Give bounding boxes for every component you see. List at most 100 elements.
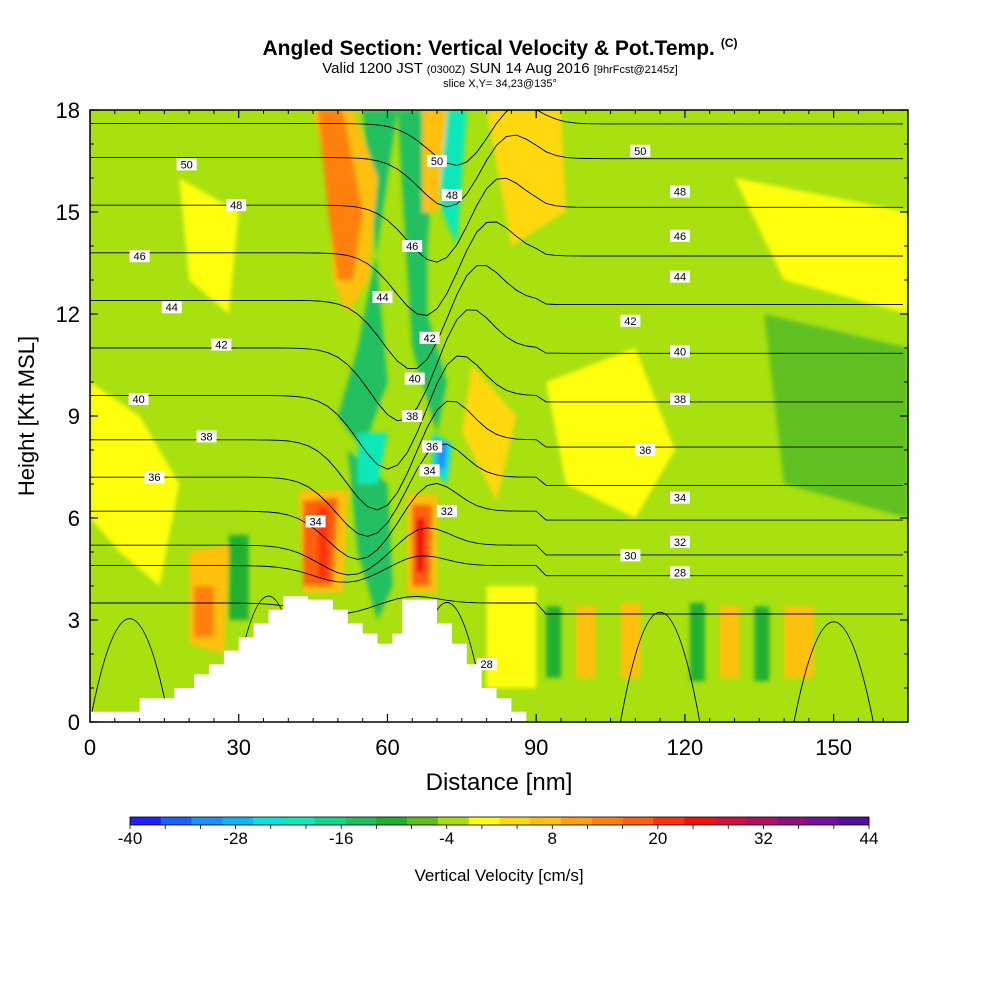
contour-label: 46 (133, 251, 145, 263)
colorbar-swatch (314, 817, 346, 825)
colorbar-swatch (715, 817, 747, 825)
contour-label-bg (441, 189, 462, 201)
y-tick-label: 3 (68, 608, 80, 633)
chart-title: Angled Section: Vertical Velocity & Pot.… (0, 36, 1000, 61)
contour-label-bg (635, 444, 656, 456)
velocity-field-region-28 (575, 606, 596, 678)
valid-time: Valid 1200 JST (322, 60, 423, 77)
contour-label: 30 (624, 550, 636, 562)
colorbar-swatch (376, 817, 408, 825)
x-tick-label: 150 (815, 735, 852, 760)
contour-label-bg (129, 250, 150, 263)
pot-temp-contour (90, 221, 903, 316)
contour-label: 34 (309, 516, 321, 528)
valid-date: SUN 14 Aug 2016 (469, 60, 590, 77)
contour-label: 36 (426, 442, 438, 454)
velocity-field-region-26 (689, 603, 705, 682)
pot-temp-contour (90, 555, 903, 583)
contour-label: 42 (423, 333, 435, 345)
y-axis-label: Height [Kft MSL] (14, 336, 39, 496)
contour-label: 50 (634, 146, 646, 158)
x-axis-label: Distance [nm] (426, 769, 573, 796)
contour-label-bg (419, 464, 440, 477)
colorbar-tick-label: 44 (860, 829, 879, 848)
velocity-field-region-7 (397, 110, 447, 433)
contour-label-bg (670, 185, 690, 198)
contour-label: 36 (148, 472, 160, 484)
y-tick-label: 9 (68, 404, 80, 429)
contour-label-bg (422, 440, 443, 453)
contour-label: 48 (446, 190, 458, 202)
colorbar: -40 -28 -16 -4 8 20 32 44 (118, 816, 879, 848)
contour-label-bg (670, 535, 690, 548)
contour-label-bg (670, 270, 690, 283)
colorbar-swatch (499, 817, 531, 825)
colorbar-swatch (222, 817, 254, 825)
colorbar-swatch (807, 817, 839, 825)
colorbar-swatch (591, 817, 623, 825)
chart-title-main: Angled Section: Vertical Velocity & Pot.… (262, 37, 715, 60)
contour-label-bg (161, 301, 182, 314)
x-tick-label: 120 (667, 735, 704, 760)
contour-label: 46 (406, 241, 418, 253)
colorbar-swatch (561, 817, 593, 825)
velocity-field-region-18 (318, 110, 363, 280)
contour-label: 28 (480, 659, 492, 671)
colorbar-swatch (653, 817, 685, 825)
contour-label-bg (670, 491, 690, 504)
contour-label-bg (144, 471, 165, 484)
contour-label: 38 (674, 394, 686, 406)
velocity-field-region-29 (620, 603, 641, 678)
colorbar-swatch (437, 817, 470, 825)
contour-label-bg (476, 658, 497, 671)
contour-label-bg (620, 549, 641, 562)
velocity-field-region-23 (416, 518, 426, 573)
velocity-field-region-1 (179, 178, 239, 314)
pot-temp-contour (620, 611, 701, 722)
colorbar-frame (129, 816, 870, 826)
x-tick-label: 60 (375, 735, 399, 760)
velocity-field-region-19 (194, 586, 214, 637)
colorbar-tick-label: 20 (648, 829, 667, 848)
contour-label: 34 (423, 465, 435, 477)
contour-label-bg (372, 291, 393, 303)
contour-label: 42 (624, 316, 636, 328)
velocity-field-region-6 (337, 110, 398, 450)
contour-label-bg (176, 158, 197, 171)
contour-label-bg (620, 314, 641, 327)
copyright-mark: (C) (720, 36, 738, 50)
contour-label: 40 (132, 394, 144, 406)
pot-temp-contour (90, 482, 903, 560)
y-tick-label: 0 (68, 710, 80, 735)
contour-label: 38 (406, 411, 418, 423)
y-tick-label: 18 (56, 98, 80, 123)
colorbar-tick-label: 32 (754, 829, 773, 848)
terrain-mask (90, 596, 527, 722)
velocity-field-region-0 (90, 382, 180, 586)
pot-temp-contour (793, 621, 874, 722)
contour-label-bg (670, 566, 690, 579)
colorbar-swatch (622, 817, 654, 825)
colorbar-swatch (838, 817, 870, 825)
contour-label: 32 (441, 506, 453, 518)
contour-label: 44 (166, 302, 178, 314)
contour-label: 32 (674, 537, 686, 549)
contour-label: 38 (200, 431, 212, 443)
contour-label-bg (670, 393, 690, 405)
chart-subtitle: Valid 1200 JST (0300Z) SUN 14 Aug 2016 [… (0, 60, 1000, 77)
colorbar-tick-label: -16 (329, 829, 354, 848)
velocity-field-region-8 (347, 450, 393, 620)
pot-temp-contour (90, 110, 903, 166)
y-tick-label: 6 (68, 506, 80, 531)
velocity-field-region-31 (784, 606, 814, 678)
colorbar-swatch (684, 817, 716, 825)
velocity-field-region-32 (486, 586, 537, 688)
velocity-field-region-33 (764, 314, 908, 518)
valid-time-utc: (0300Z) (426, 64, 466, 76)
velocity-field-region-9 (357, 433, 388, 484)
velocity-field-region-25 (546, 606, 561, 678)
colorbar-swatch (191, 817, 223, 825)
contour-label: 42 (215, 340, 227, 352)
contour-label-bg (226, 199, 247, 212)
